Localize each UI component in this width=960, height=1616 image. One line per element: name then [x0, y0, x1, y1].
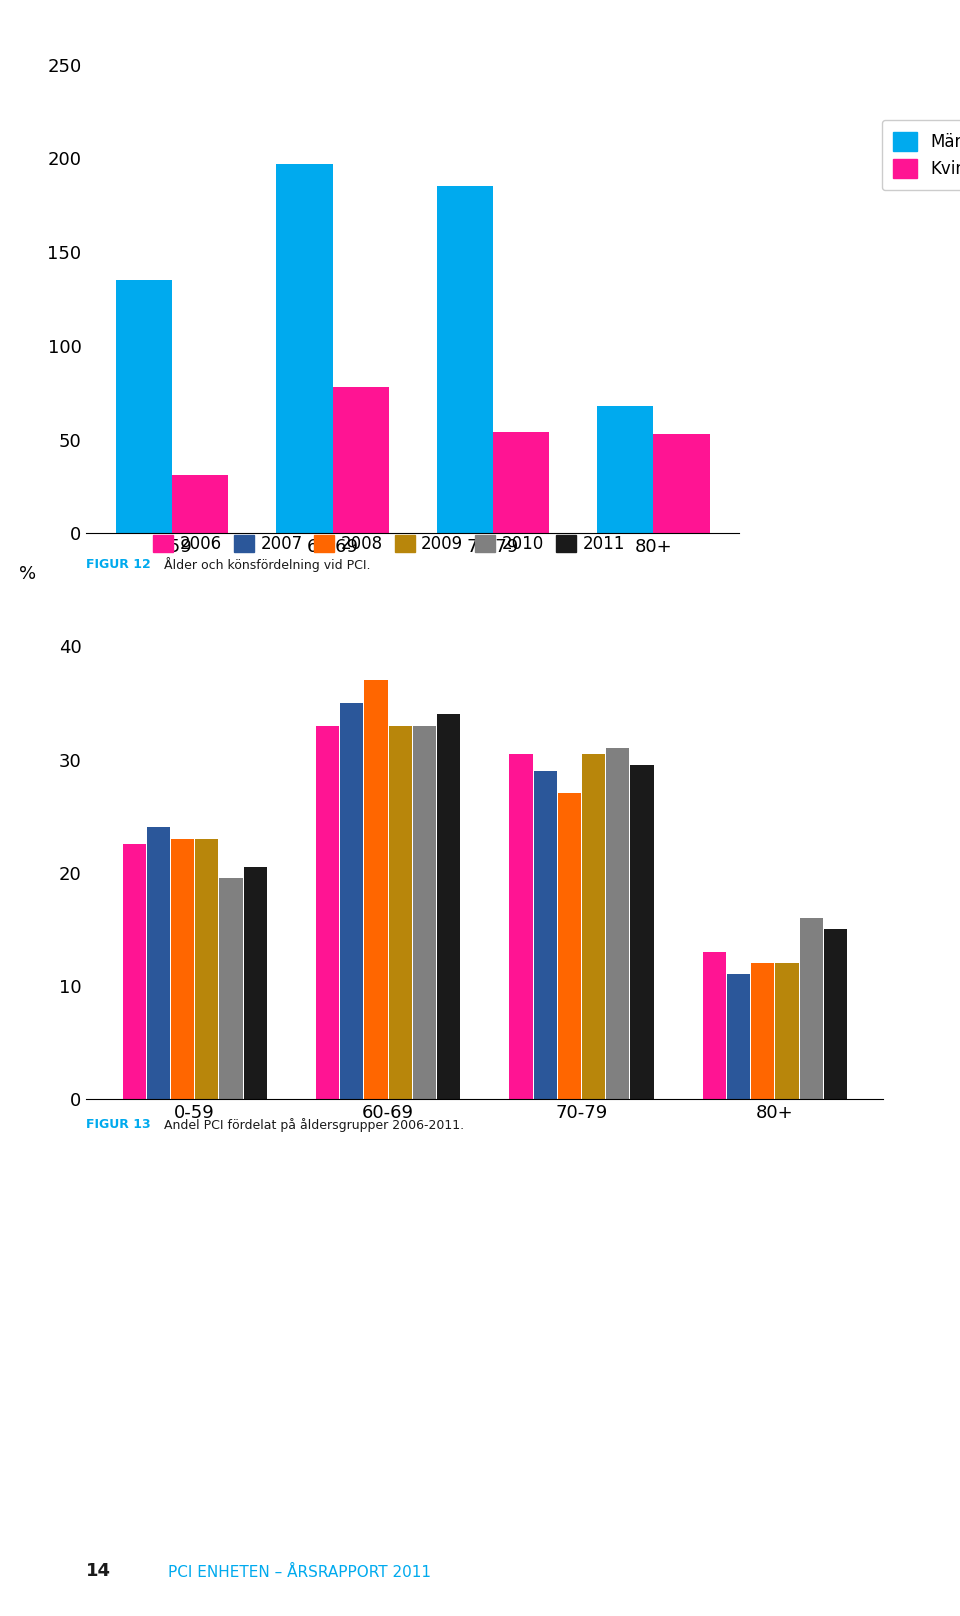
Bar [703, 952, 726, 1099]
Bar [654, 435, 709, 533]
Bar [340, 703, 364, 1099]
Text: 14: 14 [86, 1563, 111, 1580]
Bar [413, 726, 436, 1099]
Bar [276, 163, 332, 533]
Bar [510, 753, 533, 1099]
Bar [365, 680, 388, 1099]
Bar [171, 839, 194, 1099]
Bar [493, 431, 549, 533]
Text: Ålder och könsfördelning vid PCI.: Ålder och könsfördelning vid PCI. [160, 558, 371, 572]
Text: FIGUR 12: FIGUR 12 [86, 558, 151, 570]
Text: Andel PCI fördelat på åldersgrupper 2006-2011.: Andel PCI fördelat på åldersgrupper 2006… [160, 1118, 465, 1133]
Bar [558, 793, 581, 1099]
Bar [389, 726, 412, 1099]
Bar [332, 388, 389, 533]
Bar [534, 771, 557, 1099]
Bar [244, 866, 267, 1099]
Bar [752, 963, 775, 1099]
Bar [219, 877, 243, 1099]
Bar [116, 280, 172, 533]
Bar [172, 475, 228, 533]
Bar [597, 406, 654, 533]
Bar [316, 726, 339, 1099]
Bar [195, 839, 218, 1099]
Bar [776, 963, 799, 1099]
Legend: Män, Kvinnor: Män, Kvinnor [881, 120, 960, 191]
Bar [123, 844, 146, 1099]
Text: PCI ENHETEN – ÅRSRAPPORT 2011: PCI ENHETEN – ÅRSRAPPORT 2011 [168, 1566, 431, 1580]
Text: FIGUR 13: FIGUR 13 [86, 1118, 151, 1131]
Bar [437, 714, 460, 1099]
Bar [727, 974, 751, 1099]
Bar [606, 748, 630, 1099]
Bar [824, 929, 847, 1099]
Legend: 2006, 2007, 2008, 2009, 2010, 2011: 2006, 2007, 2008, 2009, 2010, 2011 [147, 528, 632, 559]
Bar [800, 918, 823, 1099]
Bar [582, 753, 605, 1099]
Bar [437, 186, 493, 533]
Text: %: % [18, 566, 36, 583]
Bar [147, 827, 170, 1099]
Bar [631, 764, 654, 1099]
